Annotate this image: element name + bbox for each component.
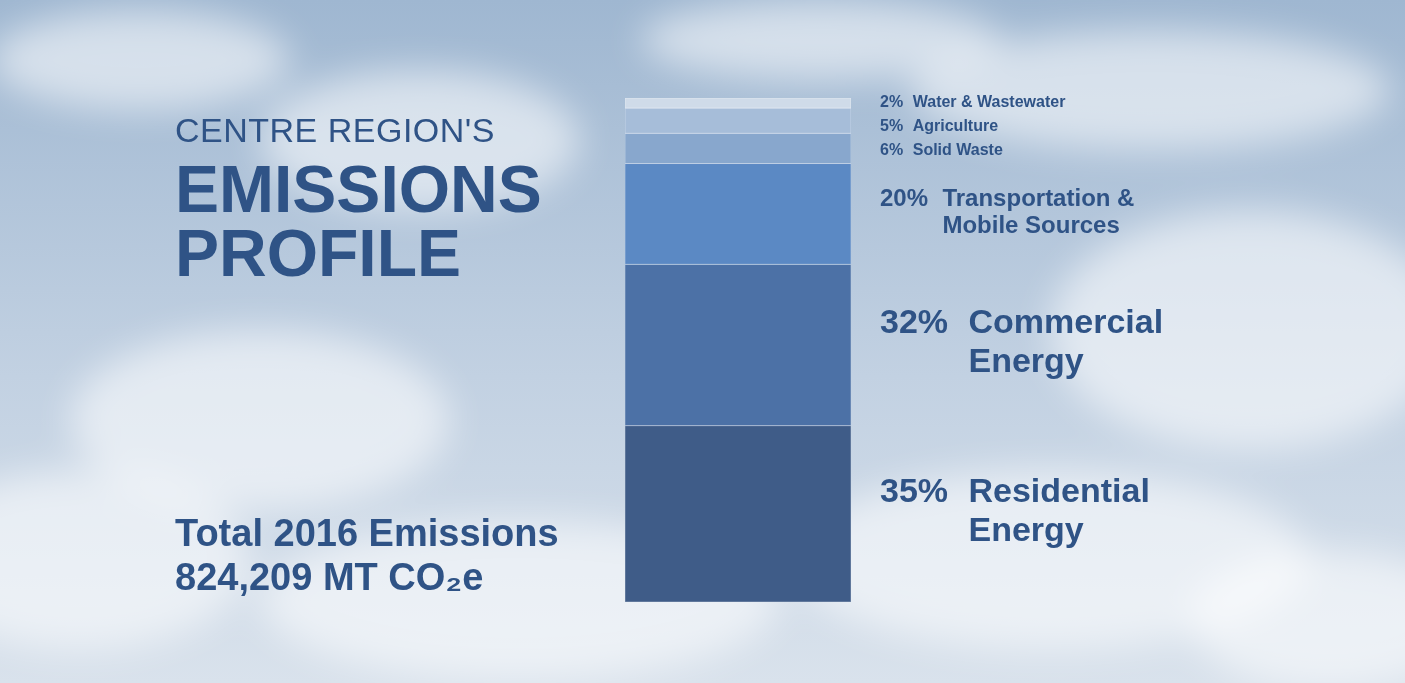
text-line: PROFILE bbox=[175, 216, 461, 290]
cloud bbox=[1190, 550, 1405, 683]
title: EMISSIONSPROFILE bbox=[175, 152, 542, 290]
legend-entry: 2% Water & Wastewater bbox=[880, 93, 1065, 110]
bar-segment bbox=[625, 164, 851, 265]
bars bbox=[625, 98, 851, 602]
bar-segment bbox=[625, 133, 851, 163]
text-line: EMISSIONS bbox=[175, 152, 542, 226]
text-line: Mobile Sources bbox=[942, 211, 1119, 238]
legend-label: Agriculture bbox=[913, 117, 998, 134]
legend-entry: 20% Transportation &Mobile Sources bbox=[880, 184, 1134, 239]
text-line: Energy bbox=[968, 341, 1083, 379]
text-line: Energy bbox=[968, 510, 1083, 548]
data-label: 5% bbox=[880, 117, 903, 134]
clouds bbox=[0, 0, 1405, 683]
data-label: 32% bbox=[880, 302, 948, 340]
annotation: Total 2016 Emissions bbox=[175, 512, 559, 554]
legend-label: Solid Waste bbox=[913, 141, 1003, 158]
bar-segment bbox=[625, 264, 851, 425]
legend-label: ResidentialEnergy bbox=[968, 471, 1149, 548]
data-label: 6% bbox=[880, 141, 903, 158]
chart: CENTRE REGION'SEMISSIONSPROFILE Total 201… bbox=[0, 0, 1405, 683]
text-line: Agriculture bbox=[913, 117, 998, 134]
legend-entry: 35% ResidentialEnergy bbox=[880, 471, 1150, 548]
text-line: Solid Waste bbox=[913, 141, 1003, 158]
legend-label: Water & Wastewater bbox=[913, 93, 1066, 110]
text-line: Transportation & bbox=[942, 184, 1134, 211]
data-label: 2% bbox=[880, 93, 903, 110]
text-line: Residential bbox=[968, 471, 1149, 509]
data-label: 20% bbox=[880, 184, 928, 211]
bar-segment bbox=[625, 108, 851, 133]
legend-entry: 5% Agriculture bbox=[880, 117, 998, 134]
data-label: 35% bbox=[880, 471, 948, 509]
legend-label: CommercialEnergy bbox=[968, 302, 1163, 379]
legend-entry: 6% Solid Waste bbox=[880, 141, 1003, 158]
cloud bbox=[0, 10, 290, 110]
bar-segment bbox=[625, 426, 851, 602]
text-line: Commercial bbox=[968, 302, 1163, 340]
cloud bbox=[640, 0, 1000, 80]
bar-segment bbox=[625, 98, 851, 108]
subtitle: CENTRE REGION'S bbox=[175, 111, 495, 149]
legend-label: Transportation &Mobile Sources bbox=[942, 184, 1134, 239]
text-line: Water & Wastewater bbox=[913, 93, 1066, 110]
legend-entry: 32% CommercialEnergy bbox=[880, 302, 1163, 379]
annotation: 824,209 MT CO₂e bbox=[175, 556, 483, 598]
